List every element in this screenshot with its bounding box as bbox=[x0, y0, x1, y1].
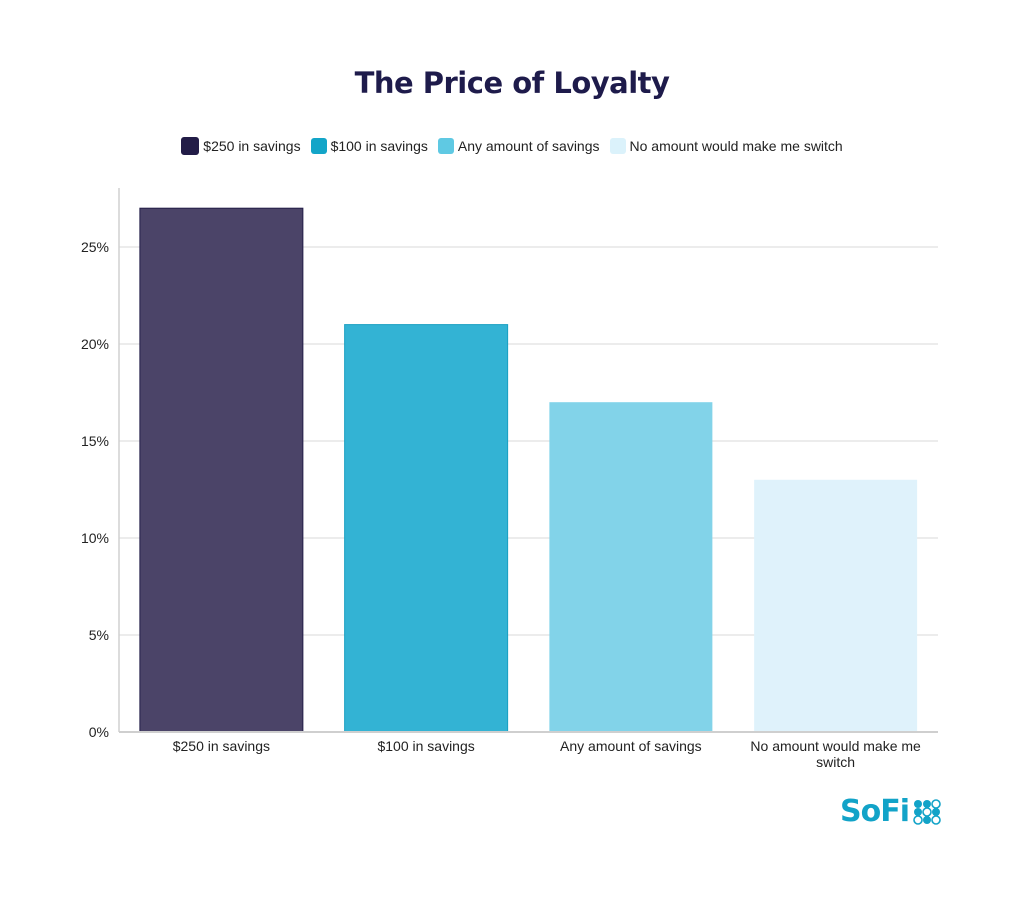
x-axis-categories: $250 in savings $100 in savings Any amount… bbox=[173, 738, 921, 770]
sofi-logo: SoFi bbox=[840, 794, 947, 829]
bar[interactable] bbox=[139, 207, 304, 733]
logo-text: SoFi bbox=[840, 794, 910, 829]
y-tick-label: 0% bbox=[89, 724, 109, 740]
x-category-label: Any amount of savings bbox=[560, 738, 702, 754]
legend-label-250: $250 in savings bbox=[203, 138, 301, 154]
x-category-label: $100 in savings bbox=[377, 738, 474, 754]
legend-swatch-100 bbox=[310, 138, 327, 154]
x-category-label: No amount would make me switch bbox=[750, 738, 921, 770]
legend-label-any: Any amount of savings bbox=[457, 138, 600, 154]
logo-dots-icon bbox=[913, 798, 941, 825]
legend-item-none[interactable]: No amount would make me switch bbox=[609, 137, 843, 155]
legend-label-none: No amount would make me switch bbox=[629, 138, 843, 154]
bars bbox=[139, 207, 918, 733]
legend: $250 in savings $100 in savings Any amou… bbox=[0, 137, 1024, 155]
legend-item-100[interactable]: $100 in savings bbox=[310, 137, 428, 155]
legend-swatch-any bbox=[437, 138, 454, 154]
bar[interactable] bbox=[344, 324, 509, 733]
bar[interactable] bbox=[754, 479, 918, 732]
bar[interactable] bbox=[549, 402, 713, 732]
legend-swatch-250 bbox=[181, 137, 200, 155]
axes bbox=[118, 188, 938, 733]
chart-title: The Price of Loyalty bbox=[354, 66, 670, 100]
legend-item-any[interactable]: Any amount of savings bbox=[437, 137, 600, 155]
legend-label-100: $100 in savings bbox=[330, 138, 428, 154]
y-axis-ticks: 0% 5% 10% 15% 20% 25% bbox=[81, 239, 109, 740]
y-tick-label: 15% bbox=[81, 433, 109, 449]
legend-swatch-none bbox=[609, 138, 626, 154]
y-tick-label: 10% bbox=[81, 530, 109, 546]
y-tick-label: 25% bbox=[81, 239, 109, 255]
x-category-label: $250 in savings bbox=[173, 738, 270, 754]
legend-item-250[interactable]: $250 in savings bbox=[181, 137, 301, 155]
y-tick-label: 20% bbox=[81, 336, 109, 352]
y-tick-label: 5% bbox=[89, 627, 109, 643]
